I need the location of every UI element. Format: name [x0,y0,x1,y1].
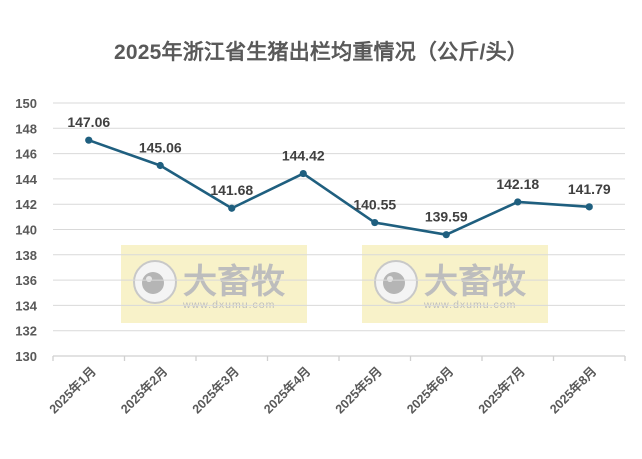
y-tick-label: 130 [15,349,37,364]
x-tick-label: 2025年8月 [547,364,600,417]
data-label: 139.59 [425,209,468,225]
data-point-marker [156,161,164,170]
x-tick-label: 2025年7月 [475,364,528,417]
data-point-marker [228,204,236,212]
y-tick-label: 134 [15,298,37,313]
x-tick-label: 2025年1月 [46,364,99,417]
x-tick-label: 2025年6月 [404,364,457,417]
data-label: 141.79 [568,181,611,197]
data-point-marker [85,136,93,144]
data-label: 141.68 [210,182,253,198]
data-label: 144.42 [282,148,325,164]
y-tick-label: 132 [15,324,37,339]
data-point-marker [371,218,379,227]
y-tick-label: 136 [15,273,37,288]
x-tick-label: 2025年2月 [118,364,171,417]
x-tick-label: 2025年3月 [189,364,242,417]
chart-title: 2025年浙江省生猪出栏均重情况（公斤/头） [114,41,528,64]
data-point-marker [514,198,522,206]
y-tick-label: 138 [15,248,37,263]
y-tick-label: 140 [15,223,37,238]
data-label: 142.18 [496,176,539,192]
data-label: 145.06 [139,139,182,155]
watermark-brand: 大畜牧 [424,262,527,301]
data-point-marker [585,203,593,211]
y-tick-label: 148 [15,121,37,136]
data-point-marker [442,231,450,239]
data-point-marker [299,169,307,178]
x-tick-label: 2025年5月 [332,364,385,417]
x-tick-label: 2025年4月 [261,364,314,417]
y-tick-label: 146 [15,147,37,162]
watermark-brand: 大畜牧 [183,262,286,301]
data-label: 140.55 [353,197,396,213]
y-tick-label: 142 [15,197,37,212]
series-line [88,138,590,236]
y-tick-label: 144 [15,172,37,187]
y-tick-label: 150 [15,96,37,111]
data-label: 147.06 [67,114,110,130]
